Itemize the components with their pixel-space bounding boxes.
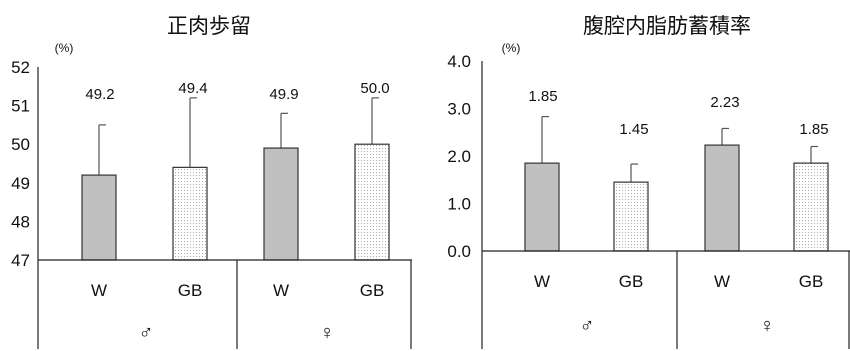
y-tick-label: 4.0 xyxy=(447,52,471,71)
bar xyxy=(524,162,560,252)
data-label: 49.2 xyxy=(85,86,114,103)
group-label: ♂ xyxy=(580,315,595,337)
chart-abdominal-fat: 腹腔内脂肪蓄積率 (%) 0.0 1.0 2.0 3.0 4.0 1.85 1.45 2.2… xyxy=(447,15,850,349)
bar xyxy=(704,144,740,252)
data-labels: 1.85 1.45 2.23 1.85 xyxy=(528,88,828,138)
y-axis: 47 48 49 50 51 52 xyxy=(11,58,39,270)
data-label: 50.0 xyxy=(360,80,389,97)
data-label: 1.85 xyxy=(528,88,557,105)
y-tick-label: 47 xyxy=(11,251,30,270)
y-tick-label: 0.0 xyxy=(447,242,471,261)
data-labels: 49.2 49.4 49.9 50.0 xyxy=(85,80,389,103)
category-label: GB xyxy=(799,272,824,291)
bar xyxy=(172,166,208,261)
unit-label: (%) xyxy=(55,41,74,55)
y-tick-label: 3.0 xyxy=(447,100,471,119)
bar xyxy=(613,181,649,252)
y-tick-label: 51 xyxy=(11,97,30,116)
y-tick-label: 52 xyxy=(11,58,30,77)
y-tick-label: 49 xyxy=(11,174,30,193)
group-label: ♂ xyxy=(139,322,154,344)
y-tick-label: 48 xyxy=(11,212,30,231)
category-label: W xyxy=(534,272,550,291)
bars xyxy=(81,97,390,261)
data-label: 1.45 xyxy=(619,121,648,138)
data-label: 1.85 xyxy=(799,121,828,138)
bar xyxy=(81,174,117,261)
chart-title: 正肉歩留 xyxy=(167,15,251,38)
bar xyxy=(354,143,390,261)
category-label: W xyxy=(91,281,107,300)
bars xyxy=(524,115,829,252)
group-label: ♀ xyxy=(320,322,335,344)
bar xyxy=(263,147,299,261)
x-axis: W GB W GB ♂ ♀ xyxy=(481,250,850,349)
chart-meat-yield: 正肉歩留 (%) 47 48 49 50 51 52 49.2 49.4 49.9 50.0 W… xyxy=(11,15,412,349)
category-label: GB xyxy=(360,281,385,300)
category-label: GB xyxy=(178,281,203,300)
category-label: W xyxy=(714,272,730,291)
y-tick-label: 50 xyxy=(11,135,30,154)
chart-title: 腹腔内脂肪蓄積率 xyxy=(583,15,751,38)
data-label: 49.9 xyxy=(269,86,298,103)
category-label: W xyxy=(273,281,289,300)
unit-label: (%) xyxy=(502,41,521,55)
data-label: 49.4 xyxy=(178,80,207,97)
y-axis: 0.0 1.0 2.0 3.0 4.0 xyxy=(447,52,483,261)
x-axis: W GB W GB ♂ ♀ xyxy=(37,259,412,349)
data-label: 2.23 xyxy=(710,94,739,111)
y-tick-label: 2.0 xyxy=(447,147,471,166)
category-label: GB xyxy=(619,272,644,291)
group-label: ♀ xyxy=(760,315,775,337)
y-tick-label: 1.0 xyxy=(447,195,471,214)
bar xyxy=(793,162,829,252)
